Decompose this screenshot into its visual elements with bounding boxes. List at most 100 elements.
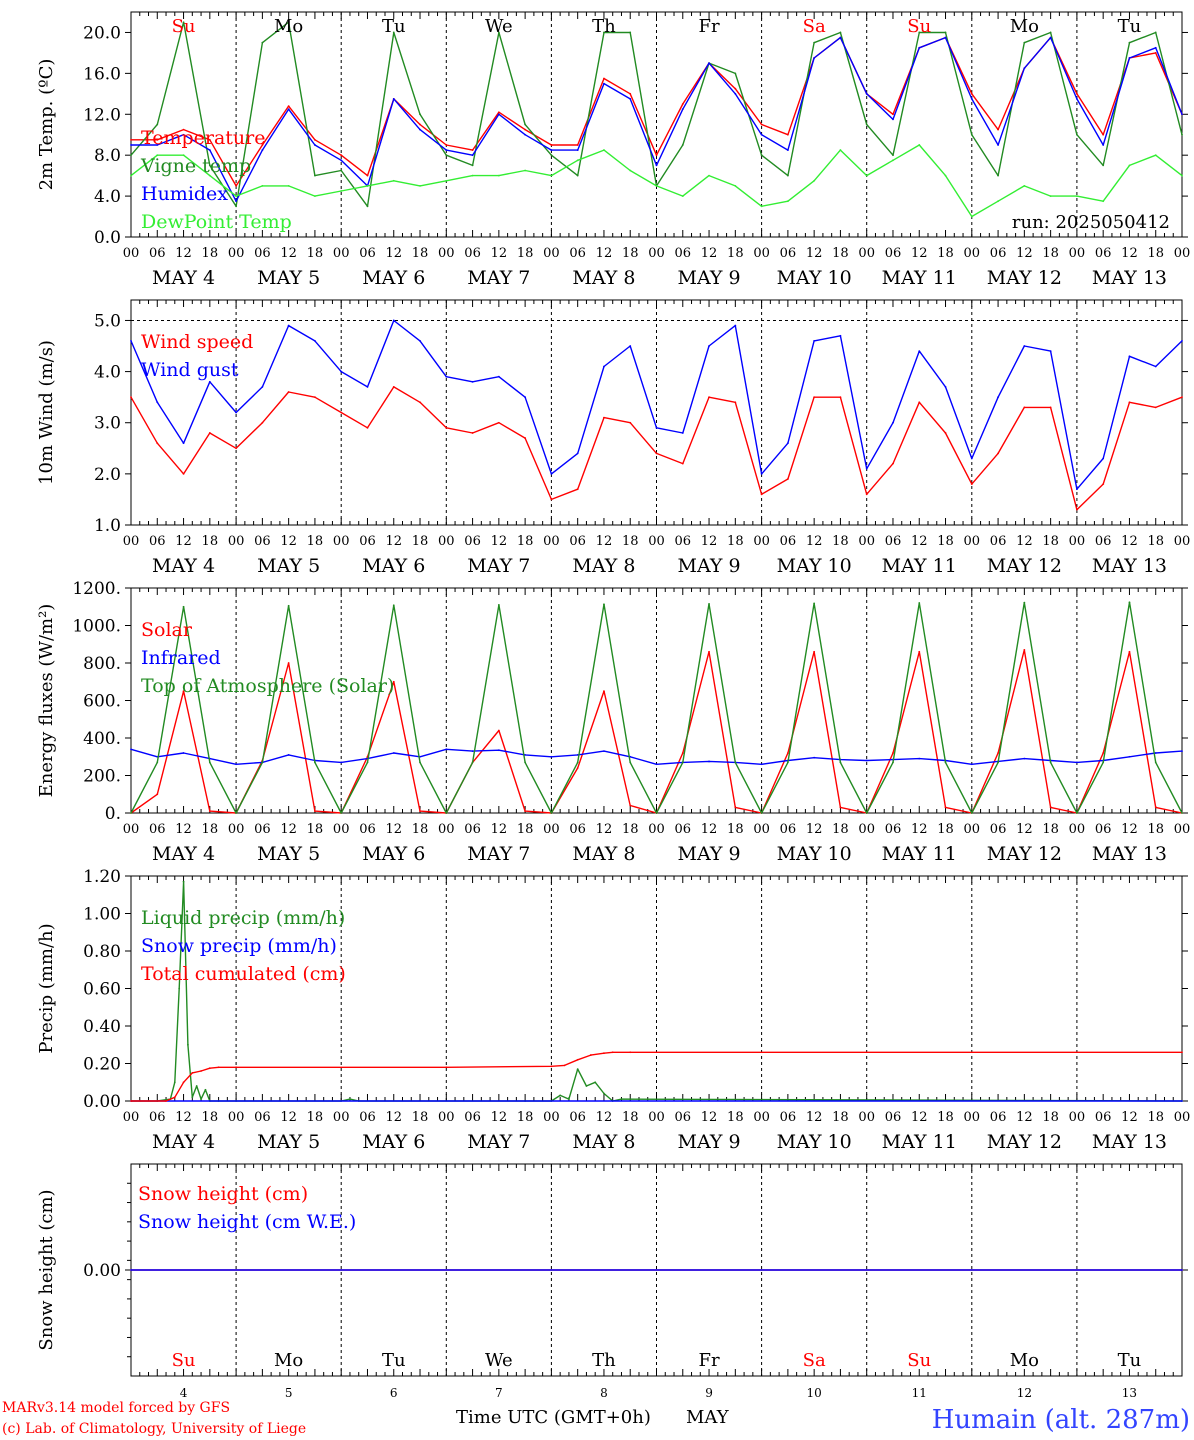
data-point [813, 41, 816, 44]
hour-tick-label: 12 [596, 822, 613, 837]
data-point [603, 149, 605, 151]
data-point [156, 144, 159, 146]
y-tick-label: 1.20 [83, 867, 121, 887]
data-point [173, 1096, 176, 1099]
data-point [208, 1067, 211, 1070]
hour-tick-label: 00 [1174, 534, 1191, 549]
hour-tick-label: 12 [175, 534, 192, 549]
data-point [970, 483, 973, 485]
day-label: MAY 8 [572, 843, 635, 865]
data-point [918, 650, 921, 653]
data-point [208, 761, 211, 764]
weekday-label: Mo [274, 1350, 303, 1371]
data-point [892, 752, 894, 754]
hour-tick-label: 06 [254, 1110, 271, 1125]
legend-entry: Total cumulated (cm) [141, 963, 346, 985]
data-point [1102, 144, 1105, 146]
data-point [340, 812, 343, 814]
hour-tick-label: 12 [1121, 822, 1138, 837]
day-label: MAY 9 [678, 1131, 741, 1153]
data-point [865, 493, 868, 496]
data-point [681, 462, 684, 465]
data-point [1181, 812, 1183, 814]
data-point [182, 605, 185, 608]
day-label: MAY 4 [152, 555, 215, 577]
data-point [629, 31, 632, 34]
data-point [156, 761, 159, 764]
hour-tick-label: 00 [858, 822, 875, 837]
data-point [629, 761, 632, 764]
data-point [576, 488, 579, 491]
data-point [839, 36, 842, 39]
data-point [865, 467, 868, 470]
data-point [760, 493, 763, 496]
data-point [497, 421, 500, 424]
data-point [865, 759, 868, 762]
data-point [1023, 406, 1026, 409]
hour-tick-label: 18 [1147, 246, 1164, 261]
data-point [130, 748, 132, 751]
data-point [366, 205, 369, 208]
hour-tick-label: 00 [648, 246, 665, 261]
data-point [576, 452, 579, 455]
day-number-label: 8 [600, 1386, 608, 1400]
hour-tick-label: 00 [333, 246, 350, 261]
hour-tick-label: 12 [491, 534, 508, 549]
data-point [287, 108, 290, 111]
y-tick-label: 20.0 [83, 23, 121, 43]
y-tick-label: 1000. [72, 617, 121, 637]
data-point [314, 174, 316, 177]
data-point [559, 1094, 562, 1097]
data-point [287, 105, 290, 107]
y-tick-label: 8.0 [94, 146, 121, 166]
weekday-label: Sa [803, 16, 826, 37]
data-point [944, 31, 947, 34]
data-point [471, 174, 474, 177]
data-point [445, 149, 448, 151]
data-point [655, 426, 658, 429]
data-point [1102, 752, 1105, 754]
data-point [1049, 350, 1052, 353]
data-point [892, 421, 894, 424]
day-label: MAY 9 [678, 555, 741, 577]
hour-tick-label: 12 [175, 1110, 192, 1125]
data-point [1128, 57, 1131, 59]
data-point [445, 812, 448, 814]
run-label: run: 2025050412 [1012, 212, 1170, 233]
data-point [261, 184, 264, 187]
hour-tick-label: 00 [648, 534, 665, 549]
data-point [235, 200, 238, 203]
data-point [813, 396, 816, 399]
hour-tick-label: 06 [464, 246, 481, 261]
data-point [130, 144, 132, 146]
data-point [1154, 154, 1157, 157]
data-point [786, 752, 789, 754]
weekday-label: Th [592, 16, 616, 37]
data-point [497, 729, 500, 732]
hour-tick-label: 00 [648, 822, 665, 837]
y-tick-label: 1.00 [83, 905, 121, 925]
hour-tick-label: 18 [727, 822, 744, 837]
data-point [1181, 340, 1183, 342]
hour-tick-label: 06 [569, 1110, 586, 1125]
hour-tick-label: 00 [228, 246, 245, 261]
data-point [970, 812, 973, 814]
data-point [445, 179, 448, 182]
hour-tick-label: 06 [254, 246, 271, 261]
hour-tick-label: 18 [832, 246, 849, 261]
data-point [130, 174, 132, 177]
hour-tick-label: 00 [753, 246, 770, 261]
data-point [200, 1098, 202, 1101]
data-point [734, 761, 737, 764]
data-point [419, 810, 421, 813]
hour-tick-label: 18 [517, 534, 534, 549]
data-point [944, 432, 947, 434]
panels: 0.0 4.0 8.0 12.0 16.0 20.0 2m Temp. (ºC) Temper… [36, 11, 1191, 1400]
data-point [419, 113, 421, 116]
data-point [156, 154, 159, 157]
weekday-label: Tu [1118, 16, 1142, 37]
data-point [445, 1066, 448, 1069]
data-point [524, 753, 527, 756]
data-point [182, 133, 185, 136]
